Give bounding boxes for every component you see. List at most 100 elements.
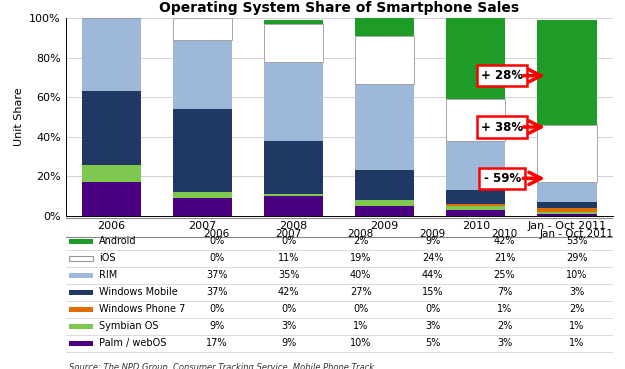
- Text: 2008: 2008: [348, 229, 374, 239]
- Text: 11%: 11%: [278, 254, 299, 263]
- Text: 1%: 1%: [569, 338, 584, 348]
- Text: 2007: 2007: [276, 229, 302, 239]
- Text: 0%: 0%: [281, 304, 296, 314]
- Bar: [69, 307, 93, 312]
- Text: 3%: 3%: [569, 287, 584, 297]
- Text: 17%: 17%: [206, 338, 228, 348]
- Text: 0%: 0%: [353, 304, 368, 314]
- Text: 7%: 7%: [497, 287, 512, 297]
- Text: 0%: 0%: [209, 254, 224, 263]
- Bar: [446, 17, 506, 99]
- Bar: [446, 190, 506, 204]
- Text: 5%: 5%: [425, 338, 440, 348]
- Text: - 59%: - 59%: [484, 172, 521, 185]
- Bar: [69, 324, 93, 329]
- Bar: [264, 141, 323, 194]
- Bar: [538, 212, 596, 214]
- Text: 2009: 2009: [419, 229, 446, 239]
- Text: 1%: 1%: [353, 321, 368, 331]
- Text: Windows Mobile: Windows Mobile: [99, 287, 178, 297]
- Y-axis label: Unit Share: Unit Share: [14, 88, 24, 146]
- Text: 0%: 0%: [425, 304, 440, 314]
- Bar: [69, 256, 93, 261]
- Text: 15%: 15%: [422, 287, 443, 297]
- Text: 9%: 9%: [281, 338, 296, 348]
- Text: 21%: 21%: [494, 254, 515, 263]
- Title: Operating System Share of Smartphone Sales: Operating System Share of Smartphone Sal…: [159, 0, 519, 14]
- Text: 2%: 2%: [569, 304, 584, 314]
- Bar: [355, 36, 414, 84]
- Text: 0%: 0%: [209, 237, 224, 246]
- Text: 9%: 9%: [425, 237, 440, 246]
- Text: 2%: 2%: [497, 321, 512, 331]
- Text: 2010: 2010: [491, 229, 518, 239]
- Text: 0%: 0%: [209, 304, 224, 314]
- Text: 42%: 42%: [494, 237, 515, 246]
- Bar: [538, 20, 596, 125]
- Bar: [355, 84, 414, 170]
- Bar: [264, 194, 323, 196]
- Text: 10%: 10%: [566, 270, 588, 280]
- Bar: [355, 206, 414, 216]
- Text: 3%: 3%: [497, 338, 512, 348]
- Text: Windows Phone 7: Windows Phone 7: [99, 304, 186, 314]
- Text: + 38%: + 38%: [481, 121, 523, 134]
- Text: RIM: RIM: [99, 270, 118, 280]
- Bar: [264, 20, 323, 24]
- Bar: [538, 214, 596, 216]
- Bar: [173, 198, 232, 216]
- Bar: [446, 210, 506, 216]
- Text: 25%: 25%: [494, 270, 516, 280]
- Text: Palm / webOS: Palm / webOS: [99, 338, 166, 348]
- Bar: [69, 290, 93, 295]
- Text: + 28%: + 28%: [481, 69, 523, 82]
- Text: Android: Android: [99, 237, 136, 246]
- Bar: [173, 192, 232, 198]
- Bar: [446, 204, 506, 206]
- Bar: [264, 196, 323, 216]
- Bar: [173, 40, 232, 109]
- Text: Jan - Oct 2011: Jan - Oct 2011: [539, 229, 614, 239]
- Text: iOS: iOS: [99, 254, 116, 263]
- Bar: [69, 273, 93, 278]
- Text: 37%: 37%: [206, 287, 228, 297]
- Bar: [355, 170, 414, 200]
- Bar: [538, 182, 596, 202]
- Text: Symbian OS: Symbian OS: [99, 321, 159, 331]
- Text: 37%: 37%: [206, 270, 228, 280]
- Bar: [82, 18, 141, 92]
- Text: 2%: 2%: [353, 237, 368, 246]
- Bar: [82, 182, 141, 216]
- Bar: [173, 109, 232, 192]
- Text: 2006: 2006: [204, 229, 230, 239]
- Text: 40%: 40%: [350, 270, 371, 280]
- Text: Source: The NPD Group, Consumer Tracking Service, Mobile Phone Track: Source: The NPD Group, Consumer Tracking…: [69, 362, 374, 369]
- Bar: [538, 125, 596, 182]
- Text: 0%: 0%: [281, 237, 296, 246]
- Text: 1%: 1%: [569, 321, 584, 331]
- Bar: [355, 18, 414, 36]
- Text: 27%: 27%: [350, 287, 371, 297]
- Text: 1%: 1%: [497, 304, 512, 314]
- Bar: [69, 341, 93, 346]
- Bar: [69, 239, 93, 244]
- Bar: [355, 200, 414, 206]
- Text: 19%: 19%: [350, 254, 371, 263]
- Text: 10%: 10%: [350, 338, 371, 348]
- Text: 35%: 35%: [278, 270, 299, 280]
- Bar: [82, 165, 141, 182]
- Bar: [264, 24, 323, 62]
- Bar: [446, 206, 506, 210]
- Text: 53%: 53%: [566, 237, 588, 246]
- Text: 44%: 44%: [422, 270, 443, 280]
- Text: 42%: 42%: [278, 287, 299, 297]
- Bar: [82, 92, 141, 165]
- Bar: [264, 62, 323, 141]
- Text: 24%: 24%: [422, 254, 443, 263]
- Text: 9%: 9%: [209, 321, 224, 331]
- Bar: [446, 141, 506, 190]
- Bar: [538, 208, 596, 212]
- Bar: [173, 18, 232, 40]
- Text: 3%: 3%: [425, 321, 440, 331]
- Bar: [446, 99, 506, 141]
